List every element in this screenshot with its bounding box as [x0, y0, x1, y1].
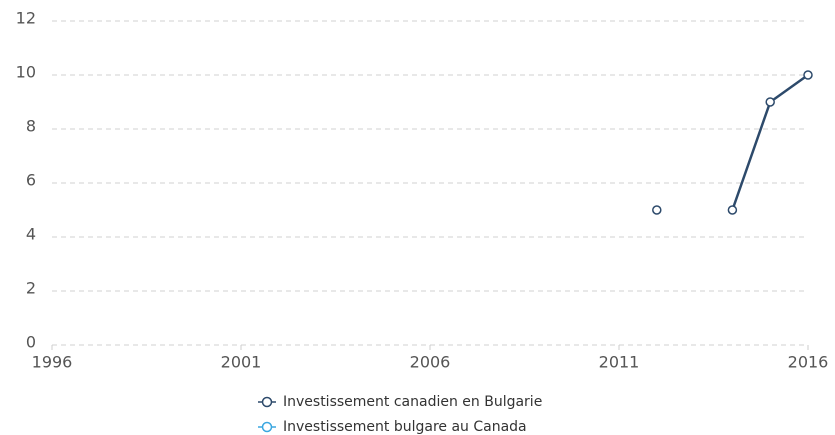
x-tick-label: 2006 — [410, 353, 451, 372]
x-tick-label: 1996 — [32, 353, 73, 372]
y-tick-label: 0 — [26, 333, 36, 352]
x-tick-label: 2016 — [788, 353, 829, 372]
point — [765, 97, 775, 107]
y-tick-label: 8 — [26, 117, 36, 136]
point — [652, 205, 662, 215]
y-tick-label: 6 — [26, 171, 36, 190]
x-tick-label: 2011 — [599, 353, 640, 372]
legend-label: Investissement bulgare au Canada — [283, 419, 527, 435]
point — [803, 70, 813, 80]
legend-swatch — [261, 396, 273, 408]
x-tick-label: 2001 — [221, 353, 262, 372]
legend-label: Investissement canadien en Bulgarie — [283, 394, 542, 410]
legend-swatch — [261, 421, 273, 433]
y-tick-label: 10 — [16, 63, 36, 82]
y-tick-label: 12 — [16, 9, 36, 28]
series-line — [731, 73, 809, 211]
y-tick-label: 2 — [26, 279, 36, 298]
y-tick-label: 4 — [26, 225, 36, 244]
point — [727, 205, 738, 215]
